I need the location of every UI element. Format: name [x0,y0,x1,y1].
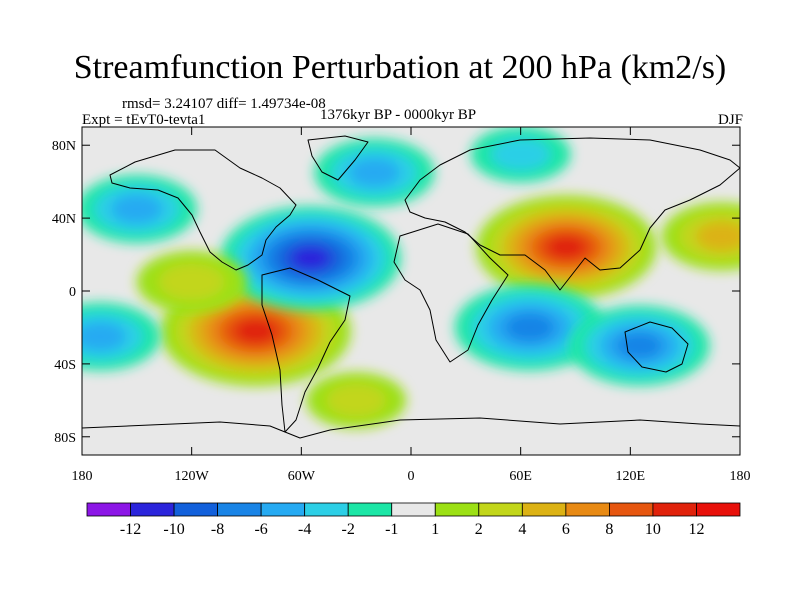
contour-feature [82,175,197,243]
coastline-greenland [307,135,369,181]
colorbar-swatch [391,502,436,517]
colorbar-swatch [304,502,349,517]
colorbar-swatch [130,502,175,517]
colorbar-label: -2 [342,521,355,538]
colorbar-label: 12 [688,521,704,538]
contour-level [616,332,663,359]
x-tick-label: 60E [509,469,532,484]
colorbar-swatch [347,502,393,517]
colorbar-label: -12 [120,521,141,538]
y-tick-label: 80N [52,139,76,154]
colorbar-label: 6 [562,521,570,538]
coastline-africa [393,223,509,363]
contour-feature [136,250,247,313]
contour-level [545,235,588,260]
contour-level [111,194,163,224]
x-tick-label: 120W [175,469,210,484]
contour-level [696,221,740,251]
coastline-antarctica [82,417,740,439]
y-tick-label: 40S [54,358,76,373]
x-tick-label: 60W [288,469,316,484]
y-tick-label: 40N [52,212,76,227]
colorbar-label: 8 [605,521,613,538]
colorbar-label: -8 [211,521,224,538]
contour-level [504,313,555,342]
contour-feature [454,284,605,371]
contour-feature [470,127,571,183]
colorbar-swatch [434,502,480,517]
period-label: 1376kyr BP - 0000kyr BP [320,107,477,123]
contour-level [82,321,126,352]
y-tick-label: 0 [69,285,76,300]
coastline-australia [624,321,689,373]
contour-feature [569,305,710,386]
colorbar-swatch [521,502,567,517]
colorbar-label: -6 [254,521,267,538]
colorbar-swatch [609,502,654,517]
colorbar-swatch [173,502,218,517]
contour-feature [661,202,740,271]
season-label: DJF [717,112,743,128]
colorbar-swatch [652,502,697,517]
experiment-label: Expt = tEvT0-tevta1 [82,112,206,128]
colorbar-swatch [565,502,610,517]
x-tick-label: 0 [408,469,415,484]
coastline-south-america [261,267,351,433]
colorbar: -12 -10 -8 -6 -4 -2 -1 1 2 4 6 8 10 12 [86,502,741,538]
colorbar-label: -10 [163,521,184,538]
x-tick-label: 120E [616,469,646,484]
contour-level [348,157,401,188]
colorbar-label: -4 [298,521,311,538]
y-tick-label: 80S [54,431,76,446]
x-tick-label: 180 [730,469,751,484]
colorbar-label: 2 [475,521,483,538]
x-tick-label: 180 [72,469,93,484]
colorbar-swatch [260,502,306,517]
colorbar-swatch [696,502,741,517]
contour-level [326,383,387,418]
colorbar-swatch [86,502,131,517]
contour-level [233,318,278,344]
colorbar-swatch [217,502,262,517]
contour-level [158,263,225,301]
y-axis: 80N 40N 0 40S 80S [52,139,740,446]
colorbar-label: 1 [431,521,439,538]
contour-feature [82,302,161,371]
colorbar-label: 10 [645,521,661,538]
colorbar-swatch [478,502,523,517]
colorbar-label: 4 [518,521,526,538]
x-axis: 180 120W 60W 0 60E 120E 180 [72,127,751,484]
contour-feature [314,138,435,207]
rmsd-stats: rmsd= 3.24107 diff= 1.49734e-08 [122,96,326,112]
contour-level [289,246,332,271]
colorbar-label: -1 [385,521,398,538]
coastline-north-america [109,149,297,271]
contour-level [490,137,551,172]
chart-title: Streamfunction Perturbation at 200 hPa (… [73,49,727,86]
contour-feature [220,206,401,311]
contour-feature [476,195,657,300]
contour-feature [306,372,407,429]
